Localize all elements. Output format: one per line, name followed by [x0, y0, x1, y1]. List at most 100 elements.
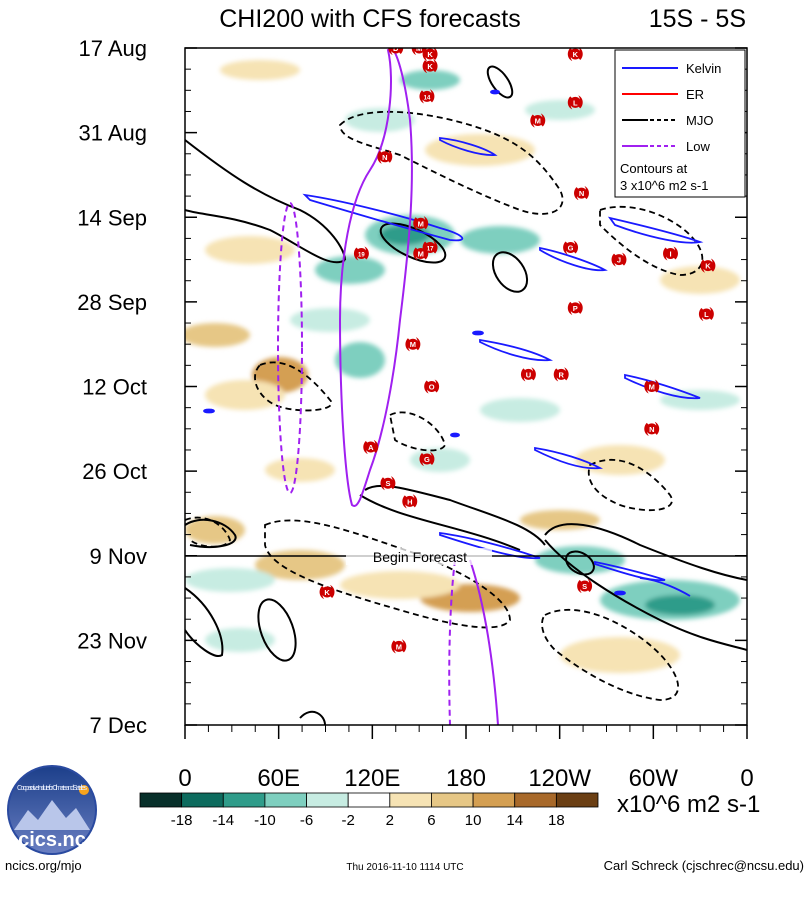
region-label: 15S - 5S: [649, 5, 746, 33]
tc-marker-core: [421, 90, 433, 102]
tc-marker: 19: [353, 246, 369, 261]
forecast-label: Begin Forecast: [373, 549, 467, 565]
tc-marker-core: [407, 338, 419, 350]
colorbar-label: -2: [342, 812, 355, 829]
tc-marker: K: [422, 59, 438, 74]
mjo-contour: [185, 587, 224, 657]
shade-patch: [400, 70, 460, 90]
tc-marker-core: [665, 248, 677, 260]
shade-patch: [220, 60, 300, 80]
tc-marker: K: [422, 48, 438, 62]
tc-marker-core: [555, 368, 567, 380]
colorbar-swatch: [181, 792, 224, 808]
site-url: ncics.org/mjo: [5, 858, 82, 873]
y-tick-label: 9 Nov: [90, 544, 147, 569]
kelvin-contour: [439, 137, 498, 156]
cics-logo: Cooperative Institute for Climate and Sa…: [7, 765, 97, 855]
tc-marker-core: [379, 151, 391, 163]
tc-marker: R: [553, 367, 569, 382]
y-tick-label: 14 Sep: [77, 205, 147, 230]
kelvin-contour: [534, 446, 604, 470]
colorbar-label: -14: [212, 812, 234, 829]
tc-marker-core: [415, 248, 427, 260]
tc-marker-core: [569, 48, 581, 60]
mjo-contour: [185, 139, 346, 261]
mjo-dashed-contour: [599, 206, 704, 276]
shade-patch: [290, 308, 370, 332]
tc-marker-core: [565, 241, 577, 253]
tc-marker: A: [363, 439, 379, 454]
legend-label: Kelvin: [686, 61, 721, 76]
tc-marker-label: A: [368, 443, 374, 452]
tc-marker-core: [365, 441, 377, 453]
kelvin-contour: [624, 373, 701, 400]
tc-marker: N: [377, 149, 393, 164]
mjo-dashed-contour: [254, 361, 333, 412]
shade-patch: [660, 266, 740, 294]
tc-marker: M: [413, 246, 429, 261]
tc-marker: S: [577, 578, 593, 593]
x-tick-label: 180: [446, 765, 486, 792]
mjo-dashed-contour: [185, 516, 231, 548]
tc-marker-core: [421, 453, 433, 465]
tc-marker-core: [646, 381, 658, 392]
shade-patch: [205, 380, 285, 410]
colorbar-swatch: [431, 792, 474, 808]
tc-marker-label: L: [704, 310, 709, 319]
colorbar-swatch: [472, 792, 516, 808]
tc-marker-label: N: [382, 153, 387, 162]
mjo-dashed-contour: [388, 411, 446, 452]
shade-patch: [185, 516, 245, 544]
colorbar-swatch: [514, 792, 557, 808]
low-contour: [469, 559, 499, 725]
mjo-contour: [257, 598, 297, 662]
tc-marker-label: K: [427, 50, 433, 59]
legend-note-1: Contours at: [620, 161, 688, 176]
tc-marker: K: [319, 585, 335, 600]
tc-marker: P: [567, 300, 583, 315]
shade-patch: [185, 568, 275, 592]
tc-marker: H: [402, 494, 418, 509]
kelvin-contour: [639, 577, 691, 597]
y-tick-label: 17 Aug: [78, 36, 147, 61]
y-tick-label: 31 Aug: [78, 121, 147, 146]
tc-marker-core: [576, 187, 588, 199]
shade-patch: [335, 342, 385, 378]
y-tick-label: 7 Dec: [90, 713, 147, 738]
colorbar-swatch: [555, 792, 599, 808]
legend-entries: Kelvin ER MJO Low: [622, 61, 721, 154]
legend-box: [614, 49, 746, 198]
y-tick-label: 12 Oct: [82, 375, 147, 400]
colorbar-swatch: [139, 792, 183, 808]
kelvin-contour: [607, 216, 704, 244]
colorbar-label: 6: [427, 812, 435, 829]
tc-marker-label: M: [396, 642, 402, 651]
tc-marker-label: G: [424, 455, 430, 464]
tc-marker-label: U: [526, 370, 531, 379]
colorbar-label: -10: [254, 812, 276, 829]
kelvin-contour: [539, 246, 608, 272]
colorbar-swatch: [306, 792, 349, 808]
legend-label: Low: [686, 139, 710, 154]
tc-marker: G: [563, 240, 579, 255]
tc-marker-label: 19: [358, 253, 365, 259]
tc-marker-core: [579, 580, 591, 592]
tc-marker: K: [567, 48, 583, 62]
tc-marker-label: I: [669, 250, 671, 259]
tc-marker-core: [415, 217, 427, 229]
tc-marker-label: M: [418, 250, 424, 259]
tc-marker: M: [644, 379, 660, 394]
tc-marker-label: J: [617, 256, 621, 265]
colorbar-label: -6: [300, 812, 313, 829]
tc-marker-label: D: [393, 44, 399, 53]
tc-marker-label: K: [705, 262, 711, 271]
tc-marker-core: [404, 495, 416, 507]
tc-marker: 14: [419, 89, 435, 104]
shade-patch: [205, 236, 295, 264]
tc-marker: N: [644, 421, 660, 436]
tc-marker-core: [424, 60, 436, 72]
tc-marker: M: [405, 337, 421, 352]
shade-patch: [660, 390, 740, 410]
x-tick-label: 60E: [257, 765, 300, 792]
